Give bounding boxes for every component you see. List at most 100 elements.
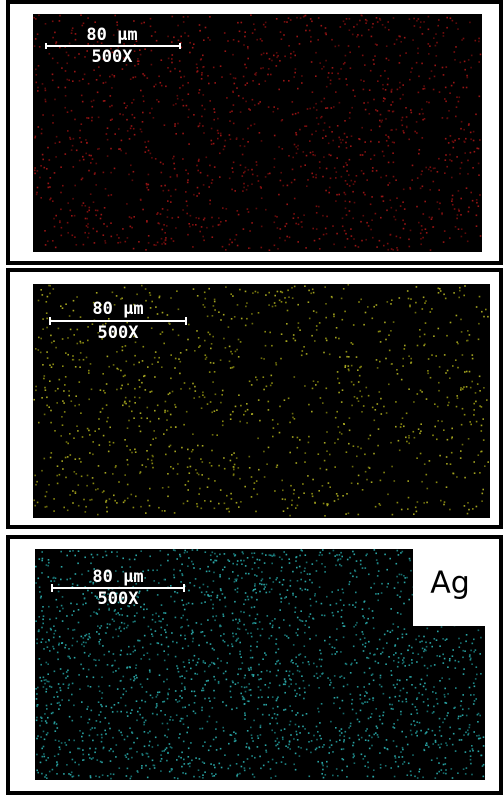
- dot: [413, 720, 415, 722]
- dot: [468, 123, 470, 125]
- dot: [76, 296, 78, 298]
- dot: [158, 357, 160, 359]
- dot: [202, 461, 204, 463]
- dot: [238, 356, 240, 358]
- dot: [423, 636, 425, 638]
- dot: [233, 636, 235, 638]
- dot: [53, 288, 55, 290]
- dot: [230, 138, 232, 140]
- dot: [274, 222, 276, 224]
- dot: [437, 25, 439, 27]
- dot: [347, 559, 349, 561]
- dot: [214, 697, 216, 699]
- dot: [254, 776, 256, 778]
- dot: [122, 68, 124, 70]
- dot: [408, 437, 410, 439]
- dot: [90, 777, 92, 779]
- dot: [157, 692, 159, 694]
- dot: [144, 731, 146, 733]
- dot: [467, 340, 469, 342]
- dot: [386, 739, 388, 741]
- dot: [364, 637, 366, 639]
- dot: [220, 319, 222, 321]
- dot: [257, 438, 259, 440]
- dot: [436, 55, 438, 57]
- dot: [478, 174, 480, 176]
- dot: [449, 92, 451, 94]
- dot: [323, 234, 325, 236]
- dot: [396, 129, 398, 131]
- dot: [202, 67, 204, 69]
- dot: [295, 596, 297, 598]
- dot: [241, 318, 243, 320]
- dot: [97, 210, 99, 212]
- dot: [284, 226, 286, 228]
- dot: [175, 690, 177, 692]
- dot: [57, 764, 59, 766]
- dot: [66, 63, 68, 65]
- dot: [275, 305, 277, 307]
- dot: [255, 622, 257, 624]
- dot: [60, 166, 62, 168]
- dot: [268, 409, 270, 411]
- dot: [375, 506, 377, 508]
- dot: [122, 114, 124, 116]
- dot: [39, 586, 41, 588]
- dot: [458, 661, 460, 663]
- dot: [269, 332, 271, 334]
- dot: [352, 551, 354, 553]
- dot: [274, 166, 276, 168]
- dot: [286, 223, 288, 225]
- dot: [97, 514, 99, 516]
- dot: [282, 739, 284, 741]
- dot: [452, 744, 454, 746]
- dot: [120, 711, 122, 713]
- dot: [379, 715, 381, 717]
- dot: [297, 505, 299, 507]
- dot: [185, 773, 187, 775]
- dot: [241, 577, 243, 579]
- dot: [468, 509, 470, 511]
- dot: [222, 207, 224, 209]
- dot: [299, 694, 301, 696]
- dot: [417, 52, 419, 54]
- dot: [259, 756, 261, 758]
- dot: [252, 557, 254, 559]
- dot: [305, 554, 307, 556]
- dot: [308, 290, 310, 292]
- dot: [342, 319, 344, 321]
- dot: [74, 236, 76, 238]
- dot: [223, 633, 225, 635]
- dot: [318, 123, 320, 125]
- dot: [303, 680, 305, 682]
- dot: [170, 716, 172, 718]
- dot: [339, 78, 341, 80]
- dot: [180, 352, 182, 354]
- dot: [59, 20, 61, 22]
- dot: [399, 596, 401, 598]
- dot: [72, 759, 74, 761]
- dot: [361, 396, 363, 398]
- dot: [377, 734, 379, 736]
- dot: [241, 22, 243, 24]
- dot: [88, 117, 90, 119]
- dot: [402, 551, 404, 553]
- dot: [88, 754, 90, 756]
- dot: [458, 138, 460, 140]
- dot: [232, 620, 234, 622]
- dot: [454, 140, 456, 142]
- dot: [301, 75, 303, 77]
- dot: [35, 18, 37, 20]
- dot: [330, 682, 332, 684]
- dot: [152, 697, 154, 699]
- dot: [395, 210, 397, 212]
- dot: [402, 117, 404, 119]
- dot: [162, 487, 164, 489]
- dot: [119, 148, 121, 150]
- dot: [469, 724, 471, 726]
- dot: [353, 646, 355, 648]
- dot: [36, 194, 38, 196]
- dot: [190, 215, 192, 217]
- dot: [344, 230, 346, 232]
- dot: [151, 35, 153, 37]
